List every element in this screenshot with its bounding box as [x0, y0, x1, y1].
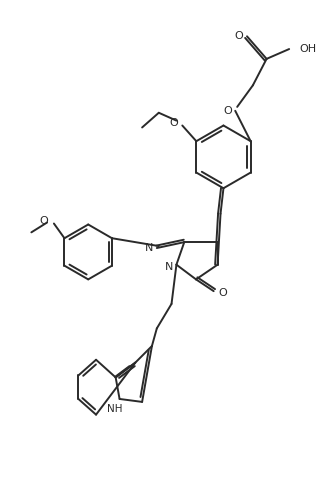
Text: N: N [145, 243, 153, 253]
Text: O: O [218, 288, 227, 298]
Text: N: N [164, 261, 173, 271]
Text: OH: OH [299, 44, 316, 54]
Text: O: O [235, 31, 244, 41]
Text: O: O [223, 106, 232, 116]
Text: NH: NH [107, 404, 122, 414]
Text: O: O [169, 118, 178, 127]
Text: O: O [40, 216, 48, 226]
